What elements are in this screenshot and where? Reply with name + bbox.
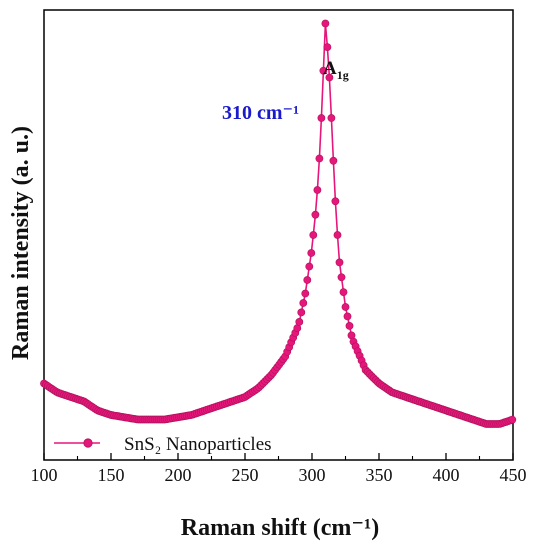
x-tick-label: 300	[299, 465, 326, 485]
data-point	[327, 114, 336, 122]
data-point	[335, 258, 344, 267]
series-markers-sns2	[40, 19, 517, 428]
data-point	[321, 19, 330, 28]
data-point	[508, 415, 517, 424]
legend-marker	[83, 438, 93, 448]
data-point	[305, 262, 314, 271]
data-point	[331, 197, 340, 206]
peak-mode-sub: 1g	[337, 68, 349, 82]
data-point	[315, 154, 324, 163]
data-point	[313, 186, 322, 194]
legend-label: SnS₂ Nanoparticles	[124, 434, 272, 455]
data-point	[333, 231, 342, 239]
x-tick-label: 350	[366, 465, 393, 485]
data-point	[303, 276, 312, 284]
y-axis-label: Raman intensity (a. u.)	[8, 126, 34, 360]
x-axis-ticks	[43, 453, 514, 460]
data-point	[345, 321, 354, 330]
data-point	[319, 66, 328, 75]
peak-mode-main: A	[323, 58, 337, 79]
x-tick-label: 150	[98, 465, 125, 485]
data-point	[343, 312, 352, 321]
x-axis-tick-labels: 100 150 200 250 300 350 400 450	[31, 465, 527, 485]
data-point	[301, 289, 310, 298]
data-point	[329, 156, 338, 165]
x-tick-label: 100	[31, 465, 58, 485]
x-tick-label: 450	[500, 465, 527, 485]
x-axis-label: Raman shift (cm⁻¹)	[181, 515, 380, 541]
data-point	[317, 114, 326, 122]
data-point	[337, 273, 346, 282]
data-point	[339, 288, 348, 296]
data-point	[307, 249, 316, 257]
data-point	[323, 43, 332, 51]
x-tick-label: 200	[165, 465, 192, 485]
data-point	[299, 299, 308, 307]
x-tick-label: 400	[433, 465, 460, 485]
data-point	[297, 308, 306, 317]
data-point	[325, 73, 334, 82]
peak-mode-annotation: A1g	[323, 58, 349, 82]
data-point	[311, 210, 320, 219]
plot-frame	[43, 9, 514, 461]
data-point	[295, 317, 304, 326]
data-point	[341, 303, 350, 311]
x-tick-label: 250	[232, 465, 259, 485]
legend: SnS₂ Nanoparticles	[54, 434, 272, 455]
peak-position-annotation: 310 cm⁻¹	[222, 102, 299, 124]
data-point	[309, 231, 318, 239]
